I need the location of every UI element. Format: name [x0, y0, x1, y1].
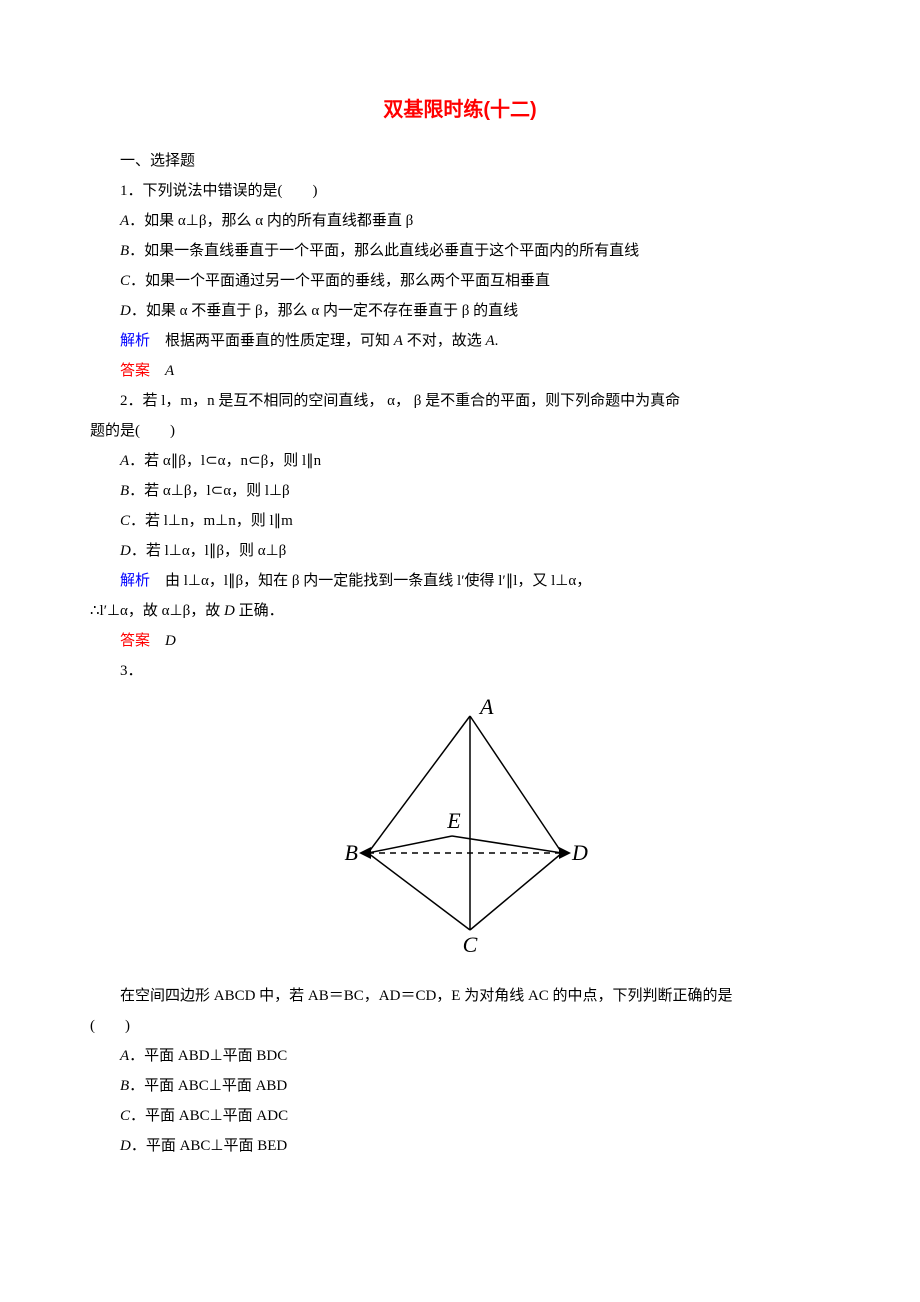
q2-answer-text: D	[150, 633, 176, 649]
answer-label: 答案	[120, 633, 150, 649]
q1-answer-text: A	[150, 363, 174, 379]
q3-option-b: B．平面 ABC⊥平面 ABD	[90, 1071, 830, 1101]
svg-text:A: A	[478, 698, 494, 719]
q2-c-text: ．若 l⊥n，m⊥n，则 l∥m	[130, 513, 293, 529]
q3-option-a: A．平面 ABD⊥平面 BDC	[90, 1041, 830, 1071]
q2-a-text: ．若 α∥β，l⊂α，n⊂β，则 l∥n	[129, 453, 321, 469]
svg-text:D: D	[571, 840, 588, 865]
q2-option-d: D．若 l⊥α，l∥β，则 α⊥β	[90, 536, 830, 566]
q1-option-a: A．如果 α⊥β，那么 α 内的所有直线都垂直 β	[90, 206, 830, 236]
q1-c-text: ．如果一个平面通过另一个平面的垂线，那么两个平面互相垂直	[130, 273, 550, 289]
q1-stem: 1．下列说法中错误的是( )	[90, 176, 830, 206]
q3-number: 3．	[90, 656, 830, 686]
q1-analysis-text: 根据两平面垂直的性质定理，可知 A 不对，故选 A.	[150, 333, 498, 349]
page-title: 双基限时练(十二)	[90, 90, 830, 130]
q1-analysis: 解析 根据两平面垂直的性质定理，可知 A 不对，故选 A.	[90, 326, 830, 356]
analysis-label: 解析	[120, 573, 150, 589]
q2-stem: 2．若 l，m，n 是互不相同的空间直线， α， β 是不重合的平面，则下列命题…	[90, 386, 830, 416]
svg-text:C: C	[463, 932, 478, 957]
answer-label: 答案	[120, 363, 150, 379]
q2-option-c: C．若 l⊥n，m⊥n，则 l∥m	[90, 506, 830, 536]
svg-text:E: E	[446, 808, 461, 833]
q3-stem: 在空间四边形 ABCD 中，若 AB＝BC，AD＝CD，E 为对角线 AC 的中…	[90, 981, 830, 1011]
q1-answer: 答案 A	[90, 356, 830, 386]
q1-option-d: D．如果 α 不垂直于 β，那么 α 内一定不存在垂直于 β 的直线	[90, 296, 830, 326]
q3-stem-cont: ( )	[90, 1011, 830, 1041]
svg-text:B: B	[345, 840, 358, 865]
q3-c-text: ．平面 ABC⊥平面 ADC	[130, 1108, 288, 1124]
q1-option-c: C．如果一个平面通过另一个平面的垂线，那么两个平面互相垂直	[90, 266, 830, 296]
q2-analysis-cont: ∴l′⊥α，故 α⊥β，故 D 正确．	[90, 596, 830, 626]
q3-a-text: ．平面 ABD⊥平面 BDC	[129, 1048, 287, 1064]
q2-stem-text: 2．若 l，m，n 是互不相同的空间直线， α， β 是不重合的平面，则下列命题…	[120, 393, 680, 409]
q2-stem-cont: 题的是( )	[90, 416, 830, 446]
q3-option-d: D．平面 ABC⊥平面 BED	[90, 1131, 830, 1161]
q3-b-text: ．平面 ABC⊥平面 ABD	[129, 1078, 287, 1094]
q2-analysis: 解析 由 l⊥α，l∥β，知在 β 内一定能找到一条直线 l′使得 l′∥l，又…	[90, 566, 830, 596]
q2-b-text: ．若 α⊥β，l⊂α，则 l⊥β	[129, 483, 290, 499]
q2-answer: 答案 D	[90, 626, 830, 656]
q2-option-a: A．若 α∥β，l⊂α，n⊂β，则 l∥n	[90, 446, 830, 476]
analysis-label: 解析	[120, 333, 150, 349]
section-header: 一、选择题	[90, 146, 830, 176]
q1-a-text: ．如果 α⊥β，那么 α 内的所有直线都垂直 β	[129, 213, 413, 229]
q2-d-text: ．若 l⊥α，l∥β，则 α⊥β	[131, 543, 286, 559]
q1-b-text: ．如果一条直线垂直于一个平面，那么此直线必垂直于这个平面内的所有直线	[129, 243, 639, 259]
q1-d-text: ．如果 α 不垂直于 β，那么 α 内一定不存在垂直于 β 的直线	[131, 303, 518, 319]
geometry-diagram: A B D C E	[310, 698, 610, 958]
q2-option-b: B．若 α⊥β，l⊂α，则 l⊥β	[90, 476, 830, 506]
q2-analysis-text: 由 l⊥α，l∥β，知在 β 内一定能找到一条直线 l′使得 l′∥l，又 l⊥…	[150, 573, 591, 589]
q1-option-b: B．如果一条直线垂直于一个平面，那么此直线必垂直于这个平面内的所有直线	[90, 236, 830, 266]
q3-option-c: C．平面 ABC⊥平面 ADC	[90, 1101, 830, 1131]
q3-figure: A B D C E	[90, 698, 830, 969]
q3-d-text: ．平面 ABC⊥平面 BED	[131, 1138, 287, 1154]
